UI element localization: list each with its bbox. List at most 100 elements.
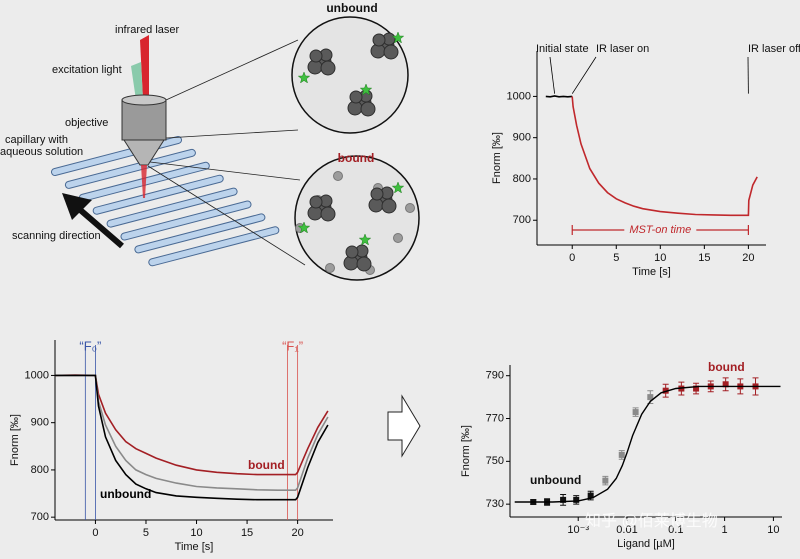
series-label: bound <box>248 458 285 472</box>
capillary <box>93 175 223 214</box>
capillary <box>121 201 251 240</box>
protein <box>383 44 399 60</box>
ligand <box>333 171 343 181</box>
watermark: 知乎 @佰莱博生物 <box>585 512 718 530</box>
diagram-label: aqueous solution <box>0 146 83 158</box>
x-tick-label: 10 <box>190 527 202 539</box>
line <box>55 374 329 501</box>
y-tick-label: 1000 <box>25 369 49 381</box>
protein <box>381 198 397 214</box>
zoom-line <box>147 165 306 266</box>
objective-body <box>121 99 167 141</box>
fluorophore <box>359 83 373 96</box>
point <box>693 385 700 392</box>
scan-arrow <box>76 205 124 249</box>
x-tick-label: 10 <box>767 524 779 536</box>
protein <box>356 256 372 272</box>
protein <box>372 33 386 47</box>
x-tick-label: 1 <box>722 524 728 536</box>
y-tick-label: 750 <box>486 455 504 467</box>
series-label: unbound <box>530 473 581 487</box>
scan-arrow-head <box>62 193 92 220</box>
diagram-label: objective <box>65 117 108 129</box>
flow-arrow <box>387 394 421 458</box>
y-tick-label: 730 <box>486 498 504 510</box>
x-tick-label: 20 <box>742 252 754 264</box>
capillary <box>135 214 265 253</box>
capillary <box>107 188 237 227</box>
focus-beam <box>141 165 147 198</box>
annotation-line <box>549 56 556 94</box>
x-axis-label: Time [s] <box>175 541 214 553</box>
x-tick-label: 10 <box>654 252 666 264</box>
protein <box>309 195 323 209</box>
x-tick-label: 0 <box>569 252 575 264</box>
fluorophore <box>297 221 311 234</box>
diagram-label: scanning direction <box>12 230 101 242</box>
capillary <box>149 227 279 266</box>
point <box>573 496 580 503</box>
zoom-line <box>149 161 301 181</box>
point <box>587 492 594 499</box>
annotation: Initial state <box>536 43 589 55</box>
protein <box>345 245 359 259</box>
line <box>55 374 329 491</box>
protein <box>360 101 376 117</box>
protein <box>349 90 363 104</box>
y-axis-label: Fnorm [‰] <box>460 425 472 477</box>
fluorophore <box>391 181 405 194</box>
point <box>647 394 654 401</box>
annotation-line <box>571 56 597 94</box>
y-axis-label: Fnorm [‰] <box>491 132 503 184</box>
zoom-line <box>165 39 299 101</box>
protein <box>320 60 336 76</box>
point <box>632 409 639 416</box>
point <box>602 477 609 484</box>
annotation: IR laser off <box>748 43 800 55</box>
line <box>545 95 573 98</box>
y-tick-label: 1000 <box>507 90 531 102</box>
x-tick-label: 20 <box>291 527 303 539</box>
line <box>571 96 758 217</box>
fluorophore <box>358 233 372 246</box>
infrared-beam <box>140 35 149 100</box>
series-label: unbound <box>100 487 151 501</box>
capillary <box>65 149 195 188</box>
ligand <box>405 203 415 213</box>
y-tick-label: 790 <box>486 370 504 382</box>
y-tick-label: 800 <box>31 464 49 476</box>
diagram-label: capillary with <box>5 134 68 146</box>
x-tick-label: 15 <box>698 252 710 264</box>
circle-title: bound <box>338 151 375 165</box>
line <box>54 374 329 476</box>
y-tick-label: 770 <box>486 412 504 424</box>
series-label: bound <box>708 360 745 374</box>
ligand <box>393 233 403 243</box>
y-tick-label: 900 <box>31 417 49 429</box>
window-label: “F₁” <box>282 338 303 353</box>
protein <box>320 206 336 222</box>
point <box>722 381 729 388</box>
x-tick-label: 5 <box>613 252 619 264</box>
x-axis-label: Time [s] <box>632 266 671 278</box>
annotation: IR laser on <box>596 43 649 55</box>
span-label: MST-on time <box>629 224 691 236</box>
window-label: “F₀” <box>79 338 101 353</box>
x-tick-label: 0 <box>92 527 98 539</box>
y-tick-label: 700 <box>513 214 531 226</box>
fit-curve <box>514 385 781 503</box>
x-tick-label: 5 <box>143 527 149 539</box>
protein <box>309 49 323 63</box>
diagram-label: excitation light <box>52 64 122 76</box>
ligand <box>325 263 335 273</box>
x-tick-label: 15 <box>241 527 253 539</box>
point <box>662 387 669 394</box>
objective-cone <box>123 139 165 166</box>
x-tick-label: 0.1 <box>668 524 683 536</box>
x-axis-label: Ligand [µM] <box>617 538 675 550</box>
zoom-line <box>165 129 299 139</box>
span-label-bg <box>624 223 697 237</box>
protein <box>370 187 384 201</box>
fluorophore <box>391 31 405 44</box>
